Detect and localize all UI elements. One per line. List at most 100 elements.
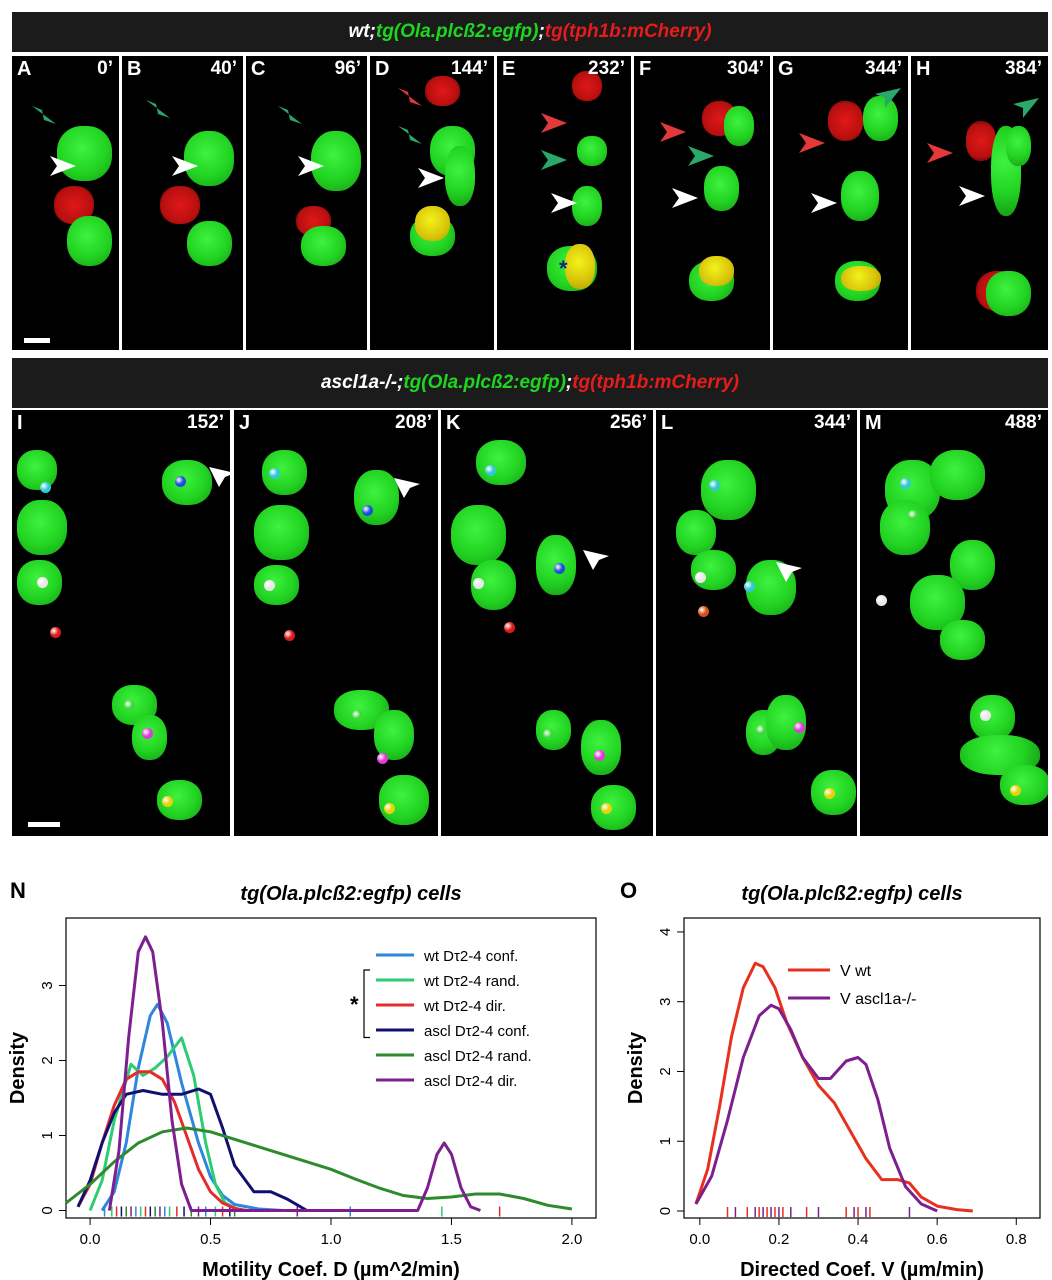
egfp-cell <box>930 450 985 500</box>
image-panel-e: E 232’ * <box>497 56 631 350</box>
timestamp: 304’ <box>727 58 764 79</box>
x-tick-label: 0.0 <box>80 1231 101 1248</box>
tracking-marker-yellow <box>1010 785 1021 796</box>
image-panel-j: J 208’ <box>234 410 438 836</box>
tracking-marker-orange <box>698 606 709 617</box>
mcherry-cell <box>828 101 863 141</box>
colocalized-cell <box>841 266 881 291</box>
scale-bar <box>28 822 60 827</box>
image-panel-m: M 488’ <box>860 410 1048 836</box>
x-tick-label: 0.0 <box>689 1231 710 1248</box>
x-tick-label: 2.0 <box>561 1231 582 1248</box>
mcherry-cell <box>160 186 200 224</box>
image-panel-k: K 256’ <box>441 410 653 836</box>
timestamp: 232’ <box>588 58 625 79</box>
image-panel-b: B 40’ <box>122 56 243 350</box>
tracking-marker-white <box>980 710 991 721</box>
timestamp: 208’ <box>395 412 432 433</box>
tracking-marker-magenta <box>794 722 805 733</box>
legend-label: ascl Dτ2-4 conf. <box>424 1023 530 1040</box>
tracking-marker-green <box>756 725 767 736</box>
panel-label: K <box>446 412 461 434</box>
banner-transgene-egfp: tg(Ola.plcß2:egfp) <box>375 21 539 42</box>
banner-genotype-wt: wt; <box>348 21 376 42</box>
series-line-1 <box>694 961 973 1213</box>
red-arrowhead-icon <box>660 122 686 142</box>
x-tick-label: 1.0 <box>321 1231 342 1248</box>
legend-label: wt Dτ2-4 conf. <box>423 948 518 965</box>
panel-label: N <box>10 878 26 903</box>
y-tick-label: 2 <box>657 1067 674 1075</box>
x-tick-label: 0.6 <box>927 1231 948 1248</box>
panel-label: J <box>239 412 251 434</box>
tracking-marker-cyan <box>269 468 280 479</box>
series-line-4 <box>76 1087 308 1212</box>
egfp-cell <box>17 450 57 490</box>
legend-label: V ascl1a-/- <box>840 991 916 1008</box>
egfp-cell <box>1006 126 1031 166</box>
egfp-cell <box>445 146 475 206</box>
y-tick-label: 2 <box>39 1056 56 1064</box>
x-tick-label: 0.2 <box>769 1231 790 1248</box>
egfp-cell <box>986 271 1031 316</box>
panel-label: L <box>661 412 674 434</box>
tracking-marker-cyan <box>900 478 911 489</box>
white-arrowhead-icon <box>50 156 76 176</box>
legend-label: ascl Dτ2-4 rand. <box>424 1048 532 1065</box>
chart-title: tg(Ola.plcß2:egfp) cells <box>240 883 461 905</box>
tracking-marker-yellow <box>601 803 612 814</box>
y-tick-label: 1 <box>39 1131 56 1139</box>
white-arrowhead-icon <box>776 562 802 582</box>
panel-label: G <box>778 58 794 80</box>
timestamp: 0’ <box>97 58 113 79</box>
tracking-marker-green <box>124 700 135 711</box>
colocalized-cell <box>415 206 450 241</box>
banner-transgene-mcherry: tg(tph1b:mCherry) <box>572 372 740 393</box>
plot-frame <box>683 917 1041 1219</box>
timestamp: 384’ <box>1005 58 1042 79</box>
timestamp: 344’ <box>865 58 902 79</box>
white-arrowhead-icon <box>418 168 444 188</box>
egfp-cell <box>451 505 506 565</box>
egfp-cell <box>187 221 232 266</box>
tracking-marker-yellow <box>824 788 835 799</box>
series-line-6 <box>107 935 481 1212</box>
egfp-cell <box>676 510 716 555</box>
image-panel-i: I 152’ <box>12 410 230 836</box>
tracking-marker-magenta <box>142 728 153 739</box>
egfp-cell <box>354 470 399 525</box>
timestamp: 488’ <box>1005 412 1042 433</box>
image-panel-l: L 344’ <box>656 410 857 836</box>
egfp-cell <box>863 96 898 141</box>
panel-label: B <box>127 58 142 80</box>
y-axis-label: Density <box>625 1031 647 1104</box>
genotype-banner-wt: wt;tg(Ola.plcß2:egfp);tg(tph1b:mCherry) <box>12 12 1048 52</box>
banner-transgene-egfp: tg(Ola.plcß2:egfp) <box>403 372 566 393</box>
legend-label: V wt <box>840 963 872 980</box>
white-arrowhead-icon <box>959 186 985 206</box>
white-arrowhead-icon <box>551 193 577 213</box>
panel-label: M <box>865 412 882 434</box>
image-panel-h: H 384’ <box>911 56 1048 350</box>
egfp-cell <box>880 500 930 555</box>
egfp-cell <box>254 565 299 605</box>
image-panel-d: D 144’ <box>370 56 494 350</box>
x-tick-label: 0.4 <box>848 1231 869 1248</box>
green-arrowhead-icon <box>146 100 170 118</box>
red-arrowhead-icon <box>799 133 825 153</box>
y-tick-label: 3 <box>39 981 56 989</box>
red-arrowhead-icon <box>398 88 422 106</box>
white-arrowhead-icon <box>583 550 609 570</box>
egfp-cell <box>67 216 112 266</box>
egfp-cell <box>701 460 756 520</box>
banner-transgene-mcherry: tg(tph1b:mCherry) <box>544 21 712 42</box>
tracking-marker-magenta <box>377 753 388 764</box>
tracking-marker-red <box>50 627 61 638</box>
series-line-1 <box>100 1002 283 1212</box>
panel-label: I <box>17 412 23 434</box>
series-line-5 <box>65 1126 573 1211</box>
egfp-cell <box>379 775 429 825</box>
egfp-cell <box>476 440 526 485</box>
x-tick-label: 1.5 <box>441 1231 462 1248</box>
